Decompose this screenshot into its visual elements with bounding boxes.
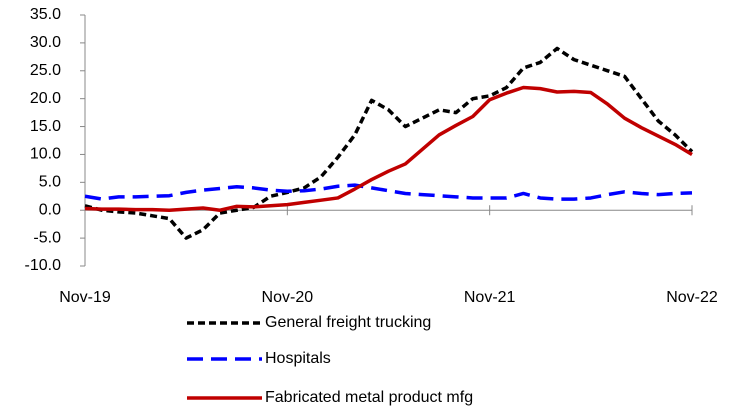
y-tick-label: 15.0 (30, 118, 61, 135)
y-tick-label: 0.0 (39, 201, 61, 218)
y-tick-label: 20.0 (30, 90, 61, 107)
legend-label: Hospitals (265, 350, 331, 367)
series-line (84, 183, 693, 201)
y-tick-label: -5.0 (33, 229, 61, 246)
y-tick-label: 10.0 (30, 146, 61, 163)
y-tick-label: 30.0 (30, 34, 61, 51)
series-line (84, 46, 694, 240)
y-tick-label: -10.0 (25, 257, 62, 274)
y-tick-label: 25.0 (30, 62, 61, 79)
x-tick-label: Nov-19 (59, 289, 111, 306)
x-tick-label: Nov-21 (464, 289, 516, 306)
x-tick-label: Nov-22 (666, 289, 718, 306)
series-line (84, 85, 693, 212)
y-tick-label: 5.0 (39, 174, 61, 191)
x-tick-label: Nov-20 (262, 289, 314, 306)
legend-label: Fabricated metal product mfg (265, 389, 473, 406)
legend-label: General freight trucking (265, 314, 431, 331)
y-tick-label: 35.0 (30, 6, 61, 23)
